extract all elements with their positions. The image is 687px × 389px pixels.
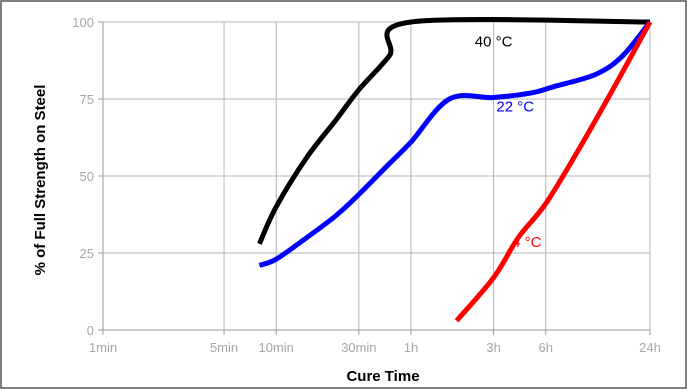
y-tick-label: 25 [80, 246, 94, 261]
axes [98, 21, 651, 335]
x-tick-label: 10min [258, 340, 293, 355]
x-axis-title: Cure Time [346, 368, 419, 385]
y-tick-label: 100 [72, 15, 94, 30]
x-tick-label: 3h [486, 340, 500, 355]
series-label: 4 °C [512, 234, 542, 251]
series-line [258, 20, 652, 268]
x-tick-label: 6h [538, 340, 552, 355]
series-lines [257, 17, 653, 323]
series-line [454, 20, 653, 323]
tick-labels: 1min 5min 10min 30min 1h 3h 6h 24h 0 25 50 75 100 [72, 15, 661, 355]
x-tick-label: 5min [210, 340, 238, 355]
y-axis-title: % of Full Strength on Steel [32, 85, 49, 276]
series-label: 40 °C [475, 34, 513, 51]
x-tick-label: 30min [341, 340, 376, 355]
y-tick-label: 75 [80, 92, 94, 107]
series-line [257, 17, 651, 245]
x-tick-label: 24h [639, 340, 661, 355]
series-labels: 40 °C 22 °C 4 °C [475, 34, 542, 251]
x-tick-label: 1h [404, 340, 418, 355]
y-tick-label: 0 [87, 323, 94, 338]
x-tick-label: 1min [89, 340, 117, 355]
y-tick-label: 50 [80, 169, 94, 184]
series-label: 22 °C [496, 98, 534, 115]
